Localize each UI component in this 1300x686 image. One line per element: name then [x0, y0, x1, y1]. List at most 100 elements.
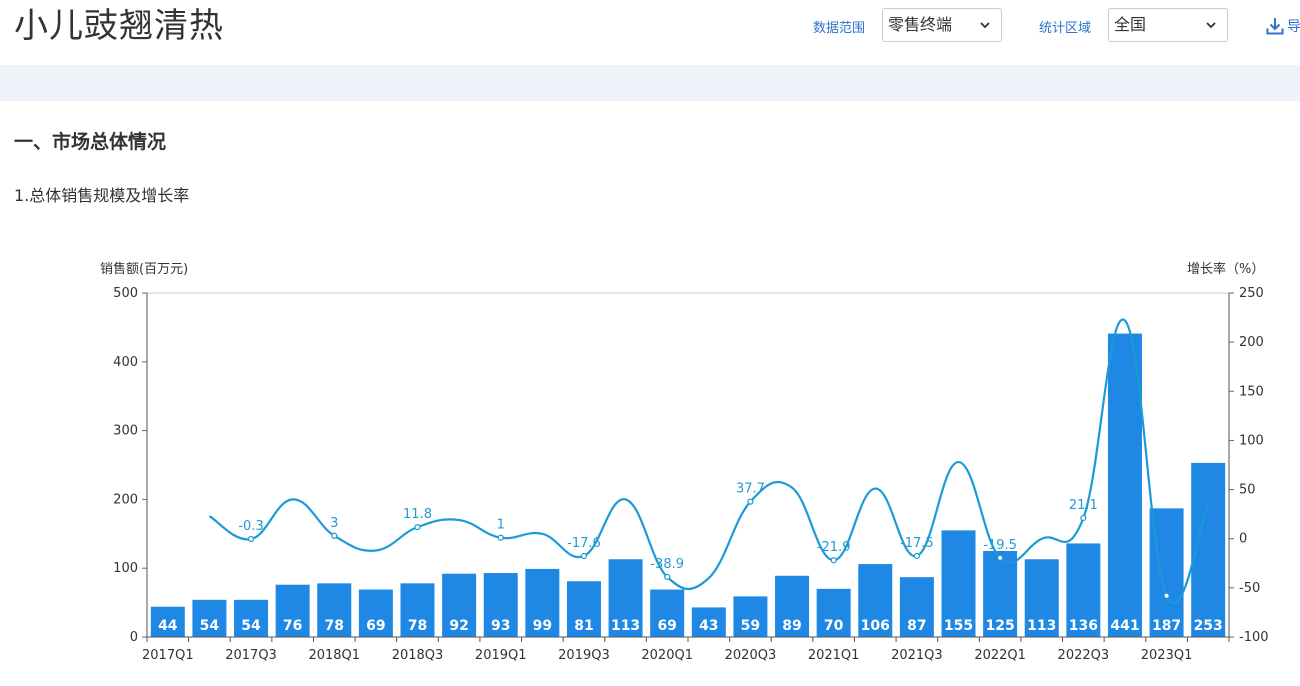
- region-select[interactable]: 全国: [1108, 8, 1228, 42]
- bar: [858, 564, 893, 637]
- bar-value-label: 87: [907, 618, 926, 634]
- bar: [816, 588, 851, 637]
- left-tick-label: 100: [113, 561, 138, 576]
- bar: [775, 575, 810, 637]
- bar-value-label: 187: [1152, 618, 1181, 634]
- growth-point-label: 37.7: [736, 482, 765, 497]
- bar-value-label: 78: [408, 618, 427, 634]
- x-tick-label: 2021Q3: [891, 648, 943, 663]
- right-tick-label: 200: [1239, 335, 1264, 350]
- right-tick-label: 250: [1239, 286, 1264, 301]
- growth-point-label: -0.3: [238, 519, 263, 534]
- bar-value-label: 43: [699, 618, 718, 634]
- bar: [899, 577, 934, 637]
- x-tick-label: 2018Q3: [392, 648, 444, 663]
- bar: [1024, 559, 1059, 637]
- bar: [317, 583, 352, 637]
- growth-point: [414, 524, 421, 531]
- growth-point: [1164, 593, 1169, 598]
- x-tick-label: 2019Q3: [558, 648, 610, 663]
- left-tick-label: 200: [113, 492, 138, 507]
- right-tick-label: 0: [1239, 532, 1247, 547]
- x-tick-label: 2017Q1: [142, 648, 194, 663]
- bar-value-label: 113: [1027, 618, 1056, 634]
- bar: [275, 584, 310, 637]
- bar: [358, 589, 393, 637]
- growth-point-label: -21.9: [817, 540, 851, 555]
- x-tick-label: 2018Q1: [308, 648, 360, 663]
- chevron-down-icon: [980, 22, 990, 29]
- growth-rate-line: [208, 318, 1210, 605]
- download-icon: [1266, 18, 1284, 35]
- bar: [442, 573, 477, 637]
- chevron-down-icon: [1206, 22, 1216, 29]
- bar-value-label: 69: [657, 618, 676, 634]
- right-tick-label: -100: [1239, 630, 1269, 645]
- growth-point-label: -19.5: [983, 538, 1017, 553]
- x-tick-label: 2023Q1: [1141, 648, 1193, 663]
- bar-value-label: 89: [782, 618, 801, 634]
- region-value: 全国: [1114, 15, 1147, 34]
- bar-value-label: 78: [325, 618, 344, 634]
- bar-value-label: 54: [241, 618, 261, 634]
- growth-point-label: 1: [497, 518, 505, 533]
- bar: [608, 559, 643, 637]
- growth-point-label: 11.8: [403, 507, 432, 522]
- bar: [400, 583, 435, 637]
- bar-value-label: 54: [200, 618, 220, 634]
- x-tick-label: 2020Q1: [641, 648, 693, 663]
- bar: [983, 551, 1018, 637]
- export-button[interactable]: 导: [1265, 14, 1300, 38]
- growth-point: [331, 532, 338, 539]
- region-label: 统计区域: [1039, 21, 1092, 36]
- section-title: 一、市场总体情况: [14, 131, 167, 153]
- x-tick-label: 2020Q3: [725, 648, 777, 663]
- right-tick-label: 100: [1239, 433, 1264, 448]
- bar: [1107, 333, 1142, 637]
- bar-value-label: 113: [611, 618, 640, 634]
- x-tick-label: 2021Q1: [808, 648, 860, 663]
- growth-point: [1080, 514, 1087, 522]
- right-tick-label: 150: [1239, 384, 1264, 399]
- page-title: 小儿豉翘清热: [14, 6, 224, 46]
- left-axis-name: 销售额(百万元): [100, 261, 188, 277]
- left-tick-label: 400: [113, 355, 138, 370]
- growth-point: [997, 554, 1004, 561]
- bar-value-label: 81: [574, 618, 593, 634]
- bar-value-label: 125: [985, 618, 1014, 634]
- growth-point: [664, 573, 671, 581]
- data-range-select[interactable]: 零售终端: [882, 8, 1002, 42]
- x-tick-label: 2022Q3: [1058, 648, 1110, 663]
- bar-value-label: 155: [944, 618, 973, 634]
- export-label: 导: [1287, 19, 1300, 35]
- bar: [691, 607, 726, 637]
- x-tick-label: 2022Q1: [974, 648, 1026, 663]
- data-range-label: 数据范围: [813, 21, 866, 36]
- bar-value-label: 441: [1110, 618, 1139, 634]
- growth-point: [830, 557, 837, 564]
- growth-point-label: 3: [330, 516, 338, 531]
- bar-value-label: 136: [1069, 618, 1098, 634]
- filter-band: [0, 65, 1300, 101]
- bar: [650, 589, 685, 637]
- x-tick-label: 2019Q1: [475, 648, 527, 663]
- bar-value-label: 99: [533, 618, 552, 634]
- bar-value-label: 69: [366, 618, 385, 634]
- right-tick-label: -50: [1239, 581, 1260, 596]
- bar-value-label: 70: [824, 618, 844, 634]
- bar: [150, 606, 185, 637]
- bar-value-label: 92: [449, 618, 468, 634]
- growth-point: [747, 498, 754, 505]
- bar: [483, 573, 518, 637]
- growth-point: [580, 552, 588, 560]
- left-tick-label: 0: [130, 630, 138, 645]
- bar: [192, 599, 227, 637]
- bar: [525, 568, 560, 637]
- growth-point-label: -17.6: [567, 536, 601, 551]
- left-tick-label: 300: [113, 424, 138, 439]
- data-range-value: 零售终端: [888, 15, 953, 34]
- bar: [1066, 543, 1101, 637]
- x-tick-label: 2017Q3: [225, 648, 277, 663]
- bar: [733, 596, 768, 637]
